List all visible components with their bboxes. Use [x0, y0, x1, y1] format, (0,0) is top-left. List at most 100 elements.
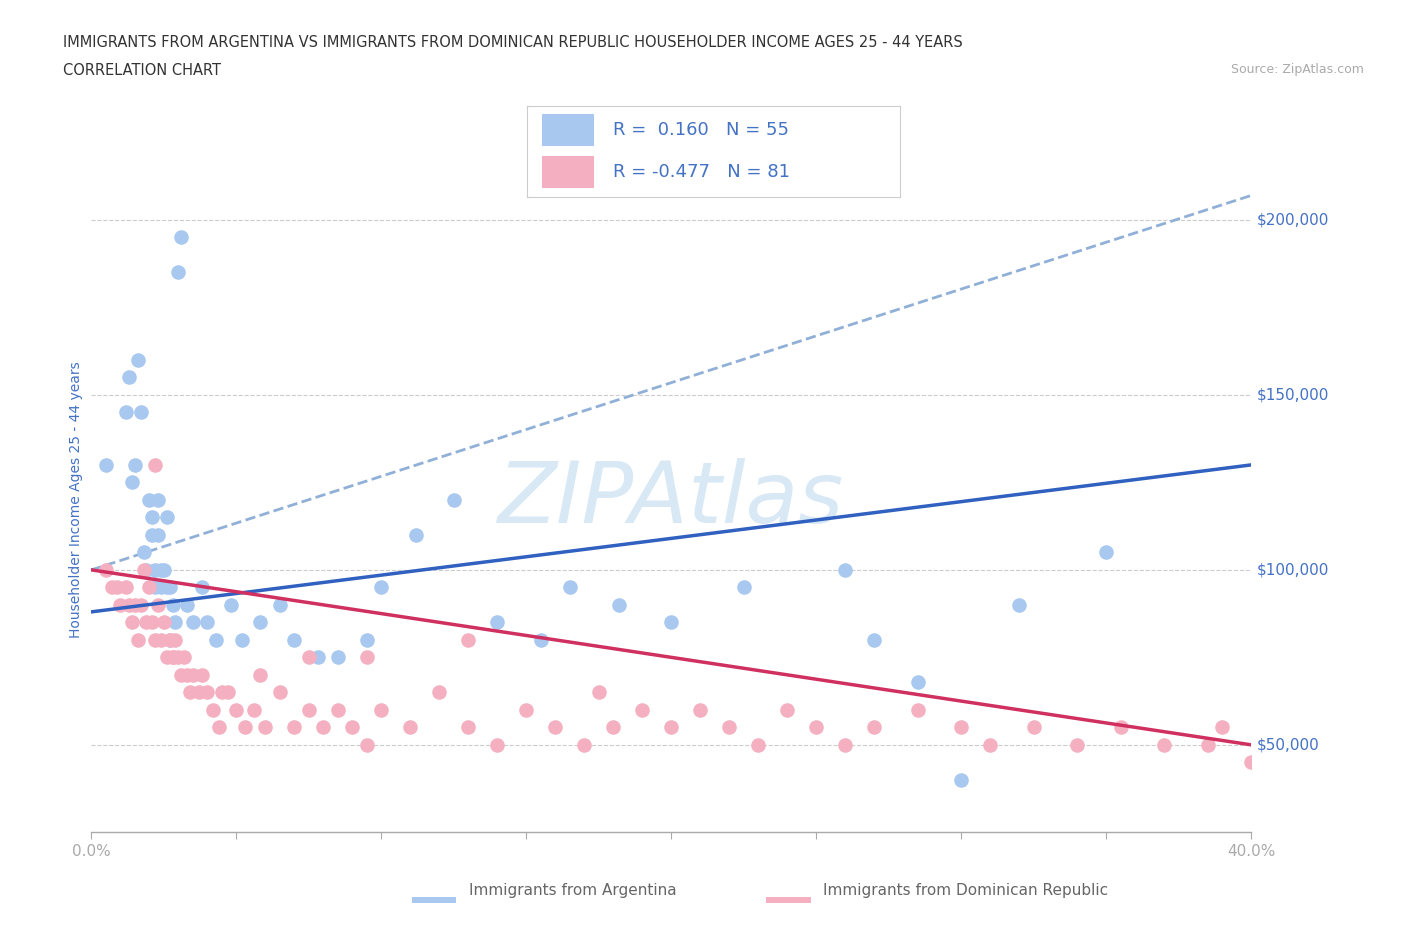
- Point: [202, 702, 225, 717]
- Point: [181, 615, 204, 630]
- Point: [776, 702, 799, 717]
- Point: [225, 702, 247, 717]
- Point: [312, 720, 335, 735]
- Point: [1095, 545, 1118, 560]
- Text: Immigrants from Dominican Republic: Immigrants from Dominican Republic: [824, 883, 1108, 898]
- Point: [1066, 737, 1088, 752]
- Point: [141, 510, 163, 525]
- Point: [135, 563, 157, 578]
- Point: [326, 702, 349, 717]
- Point: [283, 632, 305, 647]
- Text: ZIPAtlas: ZIPAtlas: [498, 458, 845, 541]
- Point: [121, 615, 143, 630]
- Text: $50,000: $50,000: [1257, 737, 1320, 752]
- Text: $100,000: $100,000: [1257, 563, 1330, 578]
- Point: [370, 580, 392, 595]
- Point: [150, 580, 172, 595]
- Point: [143, 580, 166, 595]
- Point: [249, 615, 271, 630]
- Point: [405, 527, 427, 542]
- Point: [950, 720, 973, 735]
- Point: [950, 773, 973, 788]
- Point: [1022, 720, 1045, 735]
- Point: [242, 702, 264, 717]
- Point: [283, 720, 305, 735]
- Point: [863, 720, 886, 735]
- Point: [110, 597, 132, 612]
- Point: [146, 527, 169, 542]
- Point: [195, 684, 219, 699]
- Point: [115, 580, 138, 595]
- Point: [457, 720, 479, 735]
- Point: [159, 632, 181, 647]
- Point: [156, 580, 179, 595]
- Point: [1211, 720, 1233, 735]
- Point: [146, 493, 169, 508]
- Point: [150, 632, 172, 647]
- Point: [219, 597, 242, 612]
- FancyBboxPatch shape: [543, 114, 595, 146]
- Point: [1240, 755, 1263, 770]
- Point: [457, 632, 479, 647]
- Point: [806, 720, 828, 735]
- Point: [863, 632, 886, 647]
- Point: [211, 684, 233, 699]
- Point: [94, 458, 117, 472]
- Point: [162, 597, 184, 612]
- Point: [231, 632, 253, 647]
- Point: [544, 720, 567, 735]
- Point: [141, 527, 163, 542]
- Point: [659, 615, 682, 630]
- Point: [588, 684, 610, 699]
- Text: Source: ZipAtlas.com: Source: ZipAtlas.com: [1230, 63, 1364, 76]
- Point: [979, 737, 1001, 752]
- Point: [118, 370, 141, 385]
- Point: [834, 563, 856, 578]
- Point: [121, 475, 143, 490]
- Point: [176, 597, 198, 612]
- Point: [190, 580, 212, 595]
- Point: [129, 597, 152, 612]
- Point: [443, 493, 465, 508]
- Text: $150,000: $150,000: [1257, 388, 1330, 403]
- Y-axis label: Householder Income Ages 25 - 44 years: Householder Income Ages 25 - 44 years: [69, 362, 83, 638]
- Point: [205, 632, 228, 647]
- Point: [143, 458, 166, 472]
- Text: Immigrants from Argentina: Immigrants from Argentina: [470, 883, 676, 898]
- Point: [107, 580, 129, 595]
- Point: [170, 668, 193, 683]
- Point: [138, 493, 160, 508]
- Point: [1008, 597, 1031, 612]
- Point: [156, 510, 179, 525]
- Point: [907, 674, 929, 689]
- FancyBboxPatch shape: [543, 156, 595, 188]
- Point: [342, 720, 364, 735]
- Point: [269, 597, 291, 612]
- Point: [159, 632, 181, 647]
- Point: [486, 615, 509, 630]
- Text: R =  0.160   N = 55: R = 0.160 N = 55: [613, 121, 789, 140]
- Point: [162, 650, 184, 665]
- Point: [146, 597, 169, 612]
- Point: [233, 720, 256, 735]
- Point: [165, 615, 187, 630]
- Point: [100, 580, 122, 595]
- Point: [127, 352, 149, 367]
- Point: [326, 650, 349, 665]
- Point: [167, 265, 190, 280]
- Point: [124, 597, 146, 612]
- Text: R = -0.477   N = 81: R = -0.477 N = 81: [613, 163, 790, 181]
- Point: [150, 563, 172, 578]
- Point: [156, 650, 179, 665]
- Point: [747, 737, 769, 752]
- Point: [356, 650, 378, 665]
- Point: [602, 720, 624, 735]
- Point: [515, 702, 537, 717]
- Point: [689, 702, 711, 717]
- Text: CORRELATION CHART: CORRELATION CHART: [63, 63, 221, 78]
- Point: [165, 632, 187, 647]
- Point: [607, 597, 630, 612]
- Point: [118, 597, 141, 612]
- Point: [173, 650, 195, 665]
- Point: [530, 632, 553, 647]
